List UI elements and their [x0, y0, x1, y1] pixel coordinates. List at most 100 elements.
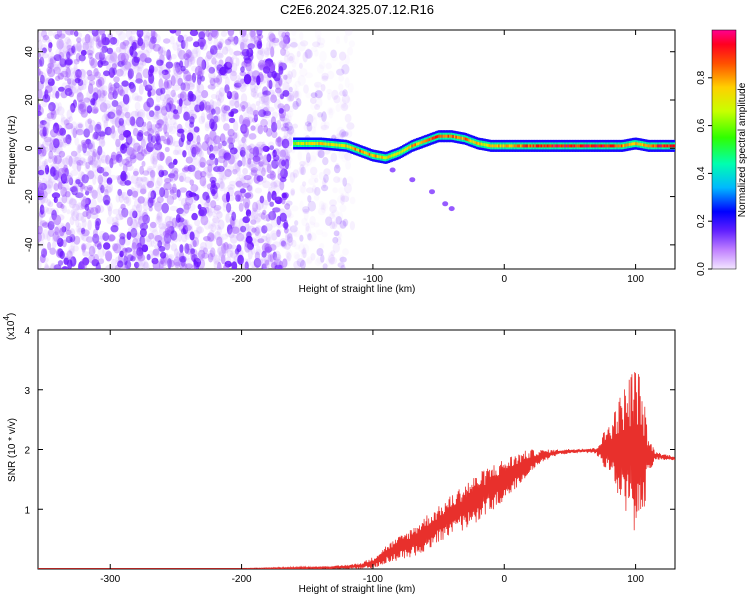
noise-blob — [330, 250, 336, 256]
track-core — [616, 144, 619, 148]
noise-blob — [112, 67, 117, 76]
noise-blob — [116, 109, 122, 117]
noise-blob — [148, 39, 156, 50]
noise-blob — [77, 79, 84, 86]
track-core — [453, 135, 457, 139]
noise-blob — [227, 154, 235, 165]
noise-blob — [283, 219, 288, 231]
track-core — [472, 140, 475, 144]
track-core — [384, 156, 387, 160]
noise-blob — [298, 62, 303, 69]
noise-blob — [191, 48, 199, 55]
noise-blob — [156, 196, 164, 204]
track-core — [412, 143, 416, 147]
track-core — [671, 144, 674, 148]
noise-blob — [294, 90, 300, 101]
track-core — [573, 144, 576, 148]
x-tick-label: 0 — [501, 574, 507, 585]
noise-blob — [142, 216, 151, 222]
noise-blob — [329, 204, 337, 214]
noise-blob — [286, 233, 293, 244]
noise-blob — [263, 257, 272, 266]
noise-blob — [252, 146, 260, 158]
noise-blob — [305, 92, 312, 99]
noise-blob — [341, 130, 349, 137]
track-core — [370, 153, 373, 157]
noise-blob — [201, 90, 209, 99]
noise-blob — [80, 53, 85, 64]
noise-blob — [155, 122, 162, 129]
noise-blob — [346, 122, 355, 130]
noise-blob — [217, 148, 223, 156]
noise-blob — [41, 222, 50, 228]
track-core — [431, 136, 434, 140]
noise-blob — [43, 196, 48, 204]
noise-blob — [154, 105, 161, 111]
track-core — [337, 143, 340, 147]
noise-blob — [205, 30, 210, 38]
noise-blob — [272, 154, 280, 162]
noise-blob — [137, 109, 146, 119]
noise-blob — [70, 169, 79, 176]
noise-blob — [108, 55, 116, 66]
noise-blob — [38, 198, 44, 205]
noise-blob — [255, 231, 262, 239]
noise-blob — [297, 41, 306, 52]
noise-blob — [103, 110, 111, 120]
noise-blob — [212, 215, 219, 223]
noise-blob — [293, 172, 298, 179]
noise-blob — [120, 203, 126, 210]
noise-blob — [284, 121, 293, 132]
noise-blob — [53, 234, 59, 242]
noise-blob — [256, 75, 261, 86]
noise-blob — [130, 30, 137, 35]
track-core — [408, 146, 411, 150]
noise-blob — [123, 63, 130, 72]
noise-blob — [219, 178, 224, 189]
noise-blob — [82, 41, 90, 51]
noise-blob — [124, 150, 132, 157]
noise-blob — [138, 152, 146, 159]
noise-blob — [93, 67, 99, 77]
noise-blob — [163, 123, 168, 135]
noise-blob — [118, 111, 126, 118]
noise-blob — [260, 94, 269, 103]
noise-blob — [225, 38, 232, 44]
noise-blob — [219, 236, 224, 246]
noise-blob — [122, 40, 130, 46]
noise-blob — [109, 37, 118, 45]
noise-blob — [135, 78, 144, 84]
noise-blob — [102, 174, 108, 184]
noise-blob — [250, 87, 257, 94]
noise-blob — [52, 138, 60, 145]
noise-blob — [308, 232, 317, 242]
track-core — [364, 151, 367, 155]
noise-blob — [126, 254, 134, 262]
noise-blob — [344, 113, 352, 123]
track-core — [409, 145, 412, 149]
noise-blob — [307, 195, 312, 203]
noise-blob — [255, 203, 261, 213]
noise-blob — [51, 192, 61, 199]
noise-blob — [161, 113, 170, 121]
noise-blob — [300, 40, 309, 47]
noise-blob — [73, 156, 82, 163]
noise-blob — [314, 89, 323, 101]
noise-blob — [137, 257, 146, 267]
noise-blob — [149, 253, 157, 262]
noise-blob — [266, 36, 274, 43]
track-core — [619, 144, 622, 148]
noise-blob — [274, 254, 282, 260]
noise-blob — [214, 157, 219, 166]
noise-blob — [145, 31, 151, 39]
noise-blob — [280, 36, 289, 47]
noise-blob — [310, 97, 317, 104]
noise-blob — [232, 132, 238, 139]
noise-blob — [310, 151, 317, 162]
noise-blob — [320, 254, 325, 263]
noise-blob — [68, 103, 74, 111]
noise-blob — [180, 82, 186, 91]
noise-blob — [216, 261, 222, 269]
noise-blob — [41, 206, 50, 213]
noise-blob — [294, 220, 299, 226]
